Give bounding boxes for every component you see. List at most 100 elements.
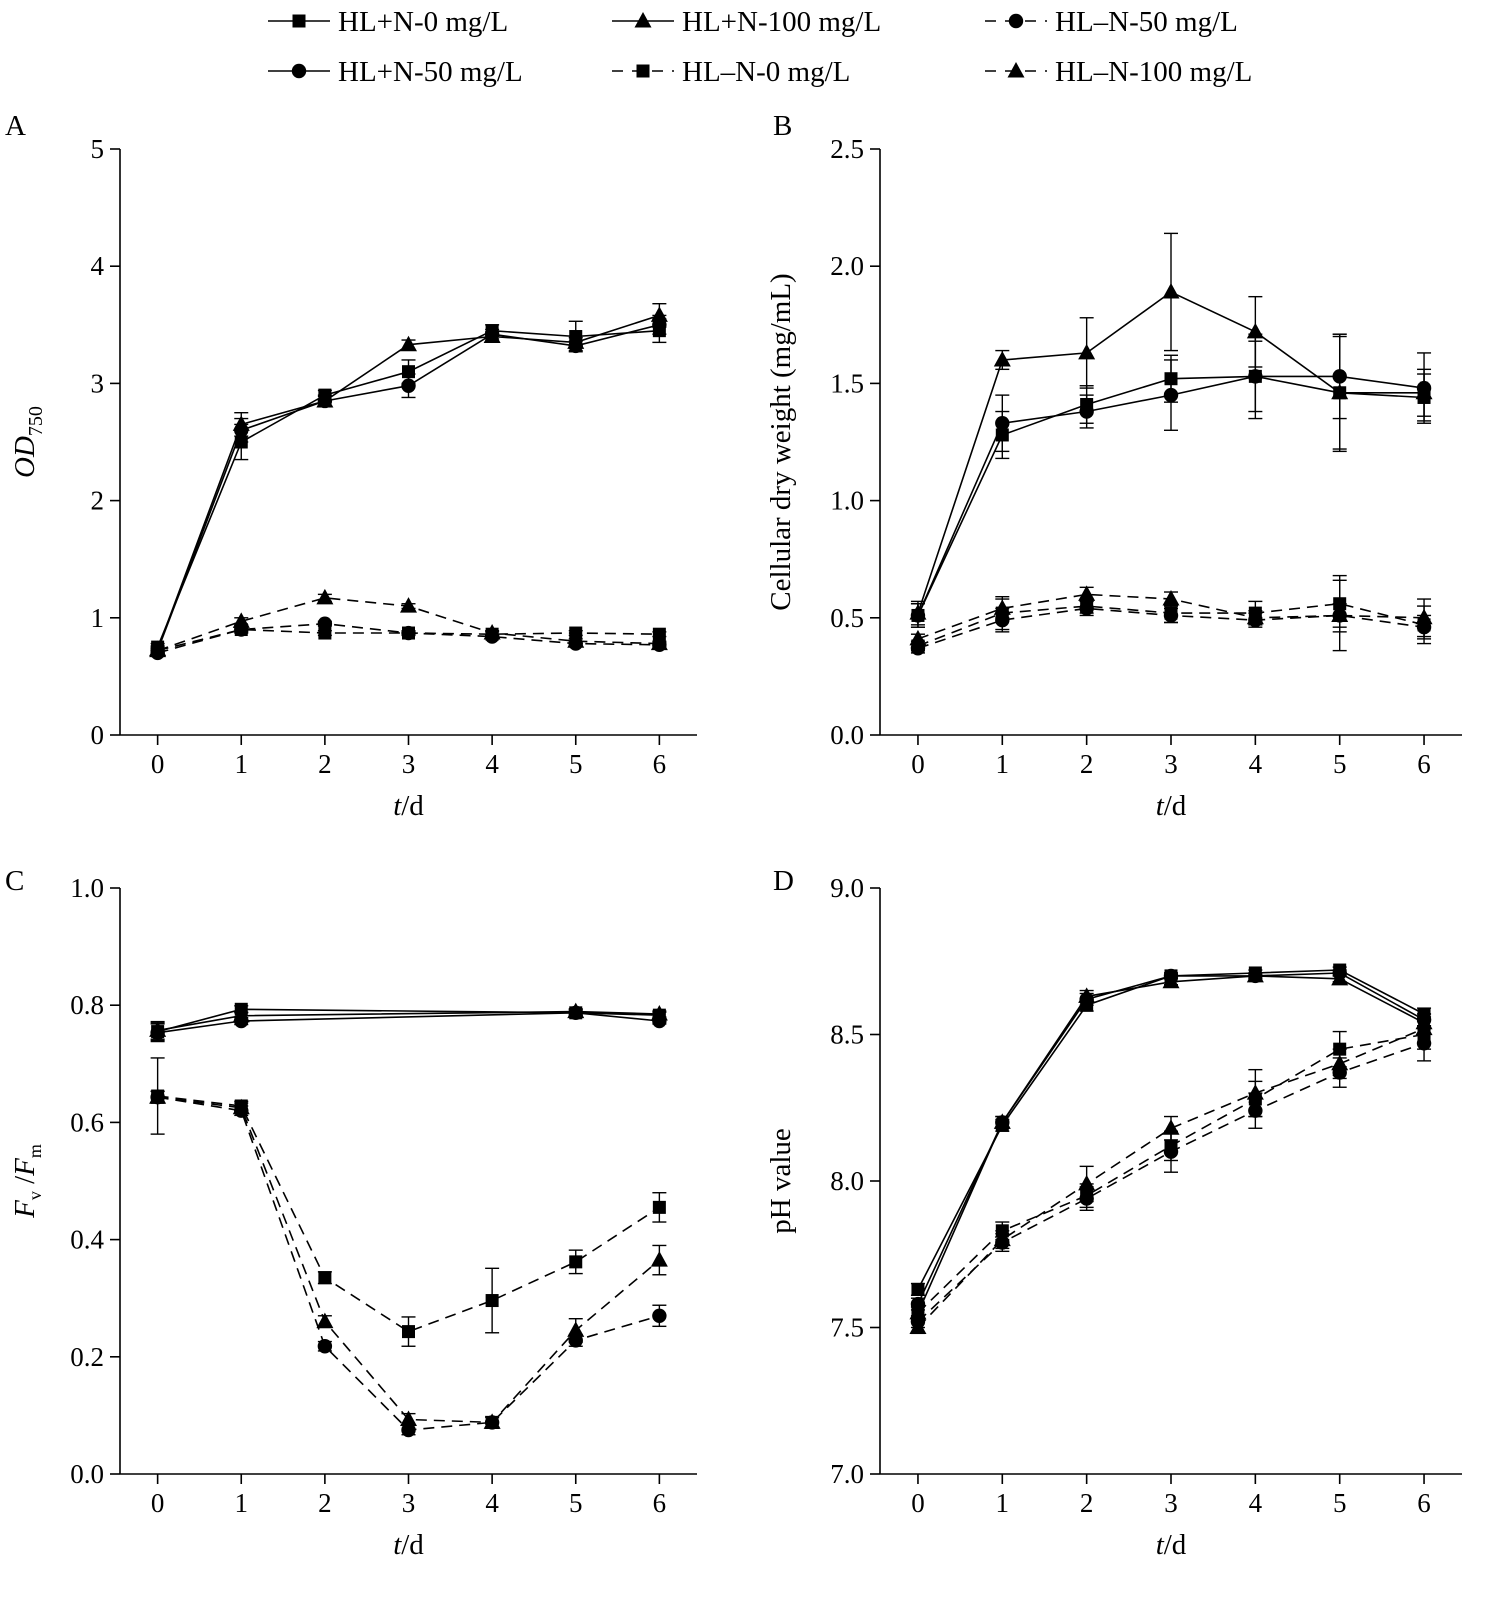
panel-c-series-line [157,1096,660,1424]
panel-b-data-point [1163,608,1179,623]
panel-c-series-line [157,1008,660,1033]
panel-b-data-point [1162,282,1180,299]
legend-item: HL+N-0 mg/L [268,6,508,38]
panel-b-y-tick-label: 1.0 [830,486,864,516]
panel-c-y-axis-title: Fv /Fm [9,1144,45,1219]
panel-a-y-tick-label: 3 [91,368,105,398]
panel-d-series [909,1013,1433,1335]
panel-a-y-tick-label: 4 [91,251,105,281]
panel-d-data-point [910,1314,926,1329]
panel-c-data-point [484,1415,500,1430]
panel-c-data-point [568,1005,583,1021]
panel-b-y-tick-label: 0.0 [830,720,864,750]
panel-c-label: C [5,865,24,897]
panel-c-y-tick-label: 0.0 [70,1459,104,1489]
legend-marker [1007,62,1025,78]
panel-c-series-line [157,1010,660,1032]
panel-c-x-tick-label: 6 [653,1488,667,1518]
panel-b-data-point [995,416,1010,431]
panel-d-data-point [1248,1103,1263,1118]
panel-c-data-point [400,1410,417,1427]
panel-b-data-point [1162,590,1180,606]
panel-d-data-point [995,1115,1010,1130]
panel-b-data-point [1248,612,1263,628]
panel-a-x-tick-label: 0 [151,749,165,779]
panel-c-x-tick-label: 0 [151,1488,165,1518]
panel-d-data-point [1163,968,1179,984]
panel-a-data-point [234,622,249,637]
panel-b-data-point [910,608,926,623]
panel-b-data-point [993,599,1011,615]
panel-d-label: D [773,865,794,897]
panel-b-label: B [773,110,792,142]
legend-marker [291,63,307,79]
panel-b-data-point [1248,369,1263,384]
panel-c-y-tick-label: 0.8 [70,990,104,1020]
panel-c-data-point [401,1422,416,1438]
panel-a-data-point [317,616,333,631]
panel-c-x-tick-label: 2 [318,1488,332,1518]
panel-c-data-point [150,1090,165,1105]
panel-b-x-axis-title: t/d [1156,790,1187,822]
panel-c-data-point [652,1200,666,1214]
panel-b-data-point [910,641,926,656]
panel-d-y-axis-title: pH value [765,1128,797,1234]
panel-c-data-point [317,1339,333,1354]
panel-a-y-tick-label: 1 [91,603,105,633]
panel-b-x-tick-label: 1 [996,749,1010,779]
panel-a-data-point [150,645,165,661]
panel-d-x-tick-label: 0 [911,1488,925,1518]
panel-d-series [910,1025,1432,1329]
legend-label: HL–N-50 mg/L [1055,6,1238,38]
panel-a-x-tick-label: 2 [318,749,332,779]
panel-c-data-point [568,1333,583,1348]
panel-d-x-tick-label: 1 [996,1488,1010,1518]
panel-b-series [910,333,1432,628]
panel-b-y-tick-label: 2.5 [830,134,864,164]
panel-c-series [150,1002,667,1042]
legend-label: HL+N-50 mg/L [338,56,523,88]
legend-item: HL–N-100 mg/L [985,56,1252,88]
panel-b-data-point [993,350,1011,367]
panel-b-y-axis-title: Cellular dry weight (mg/mL) [765,273,797,610]
panel-b-data-point [1078,585,1096,601]
panel-d-y-tick-label: 7.5 [830,1313,864,1343]
panel-c-y-tick-label: 0.2 [70,1342,104,1372]
panel-d-data-point [1246,1084,1264,1100]
panel-d-series [910,965,1432,1312]
panel-a-data-point [401,378,416,393]
panel-a-data-point [652,627,666,641]
panel-b-x-tick-label: 6 [1417,749,1431,779]
panel-a-x-tick-label: 6 [653,749,667,779]
panel-b-data-point [1332,369,1347,384]
panel-d-series-line [917,1027,1425,1329]
panel-d-data-point [1248,968,1263,984]
panel-a-data-point [568,338,583,354]
panel-a-data-point [484,326,500,342]
legend-label: HL–N-100 mg/L [1055,56,1252,88]
legend-item: HL–N-50 mg/L [985,6,1238,38]
panel-c-data-point [567,1321,585,1337]
panel-d-y-tick-label: 9.0 [830,873,864,903]
panel-d-data-point [1079,1191,1094,1206]
panel-d-series-line [917,1033,1425,1314]
panel-a-data-point [652,637,667,652]
panel-c-x-tick-label: 5 [569,1488,583,1518]
panel-c-data-point [652,1308,667,1323]
panel-d-x-tick-label: 5 [1333,1488,1347,1518]
panel-d-data-point [1163,1144,1179,1159]
panel-a-data-point [317,393,333,409]
panel-d-data-point [1079,992,1094,1007]
panel-d-series-line [917,1042,1425,1323]
panel-d-chart: 7.0 7.5 8.0 8.5 9.0 0 1 2 3 4 5 6 t/d pH value [765,873,1462,1561]
legend-label: HL–N-0 mg/L [682,56,850,88]
panel-a-x-tick-label: 5 [569,749,583,779]
panel-d-x-tick-label: 2 [1080,1488,1094,1518]
panel-c-x-tick-label: 4 [485,1488,499,1518]
panel-a-data-point [650,306,668,322]
panel-b-data-point [1416,619,1432,635]
panel-a-data-point [400,597,417,613]
panel-c-y-tick-label: 0.6 [70,1107,104,1137]
panel-d-data-point [1416,1036,1432,1051]
legend-item: HL+N-50 mg/L [268,56,523,88]
